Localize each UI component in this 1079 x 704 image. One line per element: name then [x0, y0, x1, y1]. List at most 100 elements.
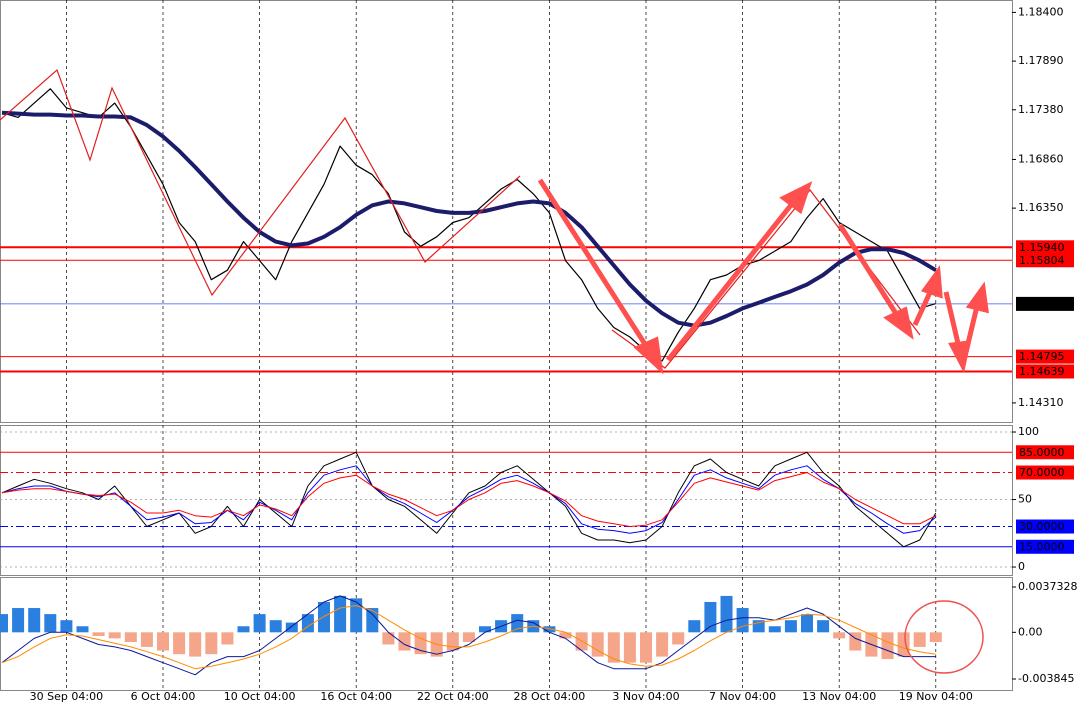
x-tick-label: 22 Oct 04:00 — [417, 690, 489, 703]
y-tick-label: 1.16860 — [1018, 152, 1064, 165]
series-line — [1, 451, 937, 548]
x-tick-label: 10 Oct 04:00 — [224, 690, 296, 703]
histogram-bar — [108, 632, 121, 639]
arrow — [912, 286, 935, 327]
y-tick-label: 1.17380 — [1018, 103, 1064, 116]
level-label: 1.15940 — [1019, 241, 1065, 254]
y-tick-label: 1.17890 — [1018, 54, 1064, 67]
x-tick-label: 19 Nov 04:00 — [899, 690, 973, 703]
histogram-bar — [237, 626, 250, 633]
histogram-bar — [511, 614, 524, 633]
histogram-bar — [366, 608, 379, 633]
series-line — [1, 110, 937, 328]
histogram-bar — [285, 622, 298, 633]
panel-frame — [0, 577, 1013, 691]
level-label-box — [1016, 445, 1074, 460]
arrow-head — [883, 306, 914, 340]
histogram-bar — [575, 632, 588, 651]
histogram-bar — [688, 620, 701, 633]
level-label-box — [1016, 364, 1074, 379]
arrow-head — [965, 281, 989, 314]
histogram-bar — [768, 626, 781, 633]
histogram-bar — [253, 614, 266, 633]
histogram-bar — [479, 626, 491, 633]
x-tick-label: 30 Sep 04:00 — [30, 690, 103, 703]
arrow-head — [779, 181, 813, 215]
x-tick-label: 13 Nov 04:00 — [802, 690, 876, 703]
histogram-bar — [350, 598, 363, 633]
y-tick-label: 100 — [1018, 425, 1039, 438]
arrow — [963, 301, 981, 353]
histogram-bar — [28, 608, 41, 633]
y-tick-label: -0.003845 — [1018, 672, 1074, 685]
zigzag — [0, 68, 521, 297]
histogram-bar — [543, 626, 556, 633]
histogram-bar — [382, 632, 395, 645]
arrow-head — [633, 336, 664, 375]
level-label: 1.14795 — [1019, 350, 1065, 363]
y-tick-label: 0.0037328 — [1018, 580, 1078, 593]
histogram-bar — [897, 632, 910, 657]
y-tick-label: 0.00 — [1018, 625, 1043, 638]
arrow-head — [920, 265, 943, 299]
series-line — [1, 465, 937, 534]
histogram-bar — [44, 614, 57, 633]
histogram-bar — [929, 632, 942, 643]
level-label-box — [1016, 240, 1074, 255]
histogram-bar — [76, 626, 89, 633]
x-tick-label: 16 Oct 04:00 — [320, 690, 392, 703]
histogram-bar — [849, 632, 862, 651]
histogram-bar — [157, 632, 169, 651]
series-line — [1, 88, 936, 362]
level-label: 1.15347 — [1019, 297, 1065, 310]
histogram-bar — [559, 632, 572, 639]
histogram-bar — [124, 632, 137, 643]
y-tick-label: 1.14310 — [1018, 396, 1064, 409]
histogram-bar — [221, 632, 234, 645]
level-label: 85.0000 — [1019, 446, 1065, 459]
histogram-bar — [301, 614, 314, 633]
level-label-box — [1016, 296, 1074, 311]
histogram-bar — [318, 601, 330, 633]
level-label-box — [1016, 539, 1074, 554]
histogram-bar — [462, 632, 475, 643]
panel-frame — [0, 425, 1013, 576]
histogram-bar — [704, 601, 717, 633]
histogram-bar — [881, 632, 894, 660]
level-label: 30.0000 — [1019, 520, 1065, 533]
y-tick-label: 1.18400 — [1018, 5, 1064, 18]
level-label-box — [1016, 349, 1074, 364]
panel-frame — [0, 0, 1013, 423]
histogram-bar — [60, 620, 73, 633]
level-label-box — [1016, 519, 1074, 534]
histogram-bar — [736, 608, 749, 633]
histogram-bar — [817, 620, 830, 633]
histogram-bar — [189, 632, 202, 657]
x-tick-label: 7 Nov 04:00 — [709, 690, 776, 703]
x-tick-label: 6 Oct 04:00 — [131, 690, 196, 703]
arrow-head — [948, 340, 972, 374]
y-tick-label: 1.16350 — [1018, 201, 1064, 214]
highlight-circle — [904, 600, 984, 674]
arrow — [837, 223, 903, 322]
histogram-bar — [269, 620, 282, 633]
level-label-box — [1016, 465, 1074, 480]
level-label: 15.0000 — [1019, 540, 1065, 553]
histogram-bar — [0, 614, 8, 633]
histogram-bar — [623, 632, 636, 663]
x-tick-label: 28 Oct 04:00 — [514, 690, 586, 703]
histogram-bar — [12, 608, 25, 633]
histogram-bar — [640, 632, 652, 663]
histogram-bar — [205, 632, 218, 655]
y-tick-label: 50 — [1018, 493, 1032, 506]
histogram-bar — [784, 620, 797, 633]
level-label: 1.15804 — [1019, 254, 1065, 267]
x-tick-label: 3 Nov 04:00 — [612, 690, 679, 703]
histogram-bar — [414, 632, 427, 655]
histogram-bar — [720, 595, 733, 633]
histogram-bar — [833, 632, 846, 639]
series-line — [1, 595, 936, 676]
histogram-bar — [92, 632, 105, 636]
